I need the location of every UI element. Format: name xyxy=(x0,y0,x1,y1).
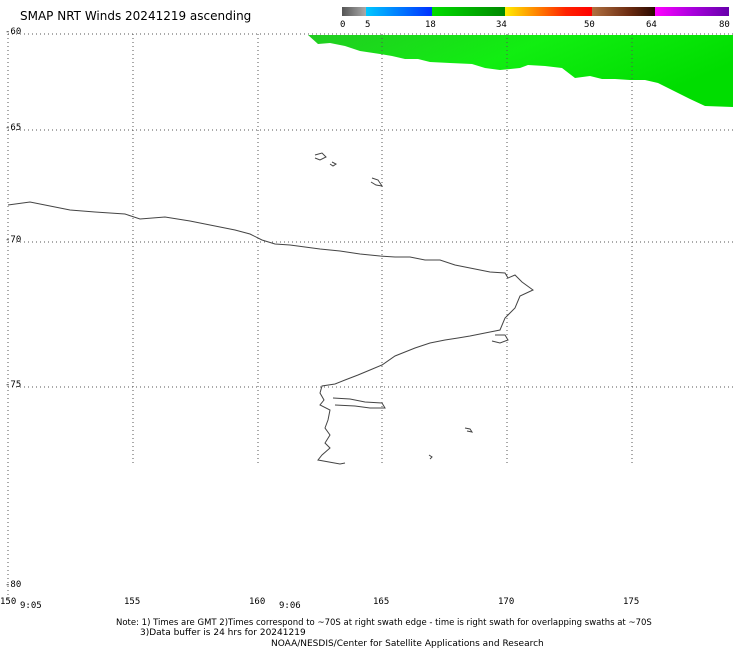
lon-label-150: 150 xyxy=(0,597,17,607)
scale-label-80: 80 xyxy=(719,20,730,30)
note-line-3: NOAA/NESDIS/Center for Satellite Applica… xyxy=(271,639,544,649)
scale-label-5: 5 xyxy=(365,20,371,30)
lon-label-170: 170 xyxy=(498,597,515,607)
lat-label-65: -65 xyxy=(5,123,22,133)
coastline xyxy=(7,152,534,465)
note-line-1: Note: 1) Times are GMT 2)Times correspon… xyxy=(116,618,652,628)
wind-swath xyxy=(308,35,733,107)
scale-label-18: 18 xyxy=(425,20,436,30)
lon-label-175: 175 xyxy=(623,597,640,607)
lat-label-80: -80 xyxy=(5,580,22,590)
scale-label-64: 64 xyxy=(646,20,657,30)
lat-label-60: -60 xyxy=(5,27,22,37)
scale-label-50: 50 xyxy=(584,20,595,30)
lon-label-165: 165 xyxy=(373,597,390,607)
lon-label-160: 160 xyxy=(249,597,266,607)
lat-label-70: -70 xyxy=(5,235,22,245)
scale-label-0: 0 xyxy=(340,20,346,30)
time-label-left: 9:05 xyxy=(20,601,42,611)
scale-label-34: 34 xyxy=(496,20,507,30)
wind-speed-color-scale xyxy=(342,7,729,16)
time-label-right: 9:06 xyxy=(279,601,301,611)
map-title: SMAP NRT Winds 20241219 ascending xyxy=(20,9,252,23)
note-line-2: 3)Data buffer is 24 hrs for 20241219 xyxy=(140,628,306,638)
lon-label-155: 155 xyxy=(124,597,141,607)
lat-label-75: -75 xyxy=(5,380,22,390)
graticule xyxy=(7,33,735,600)
